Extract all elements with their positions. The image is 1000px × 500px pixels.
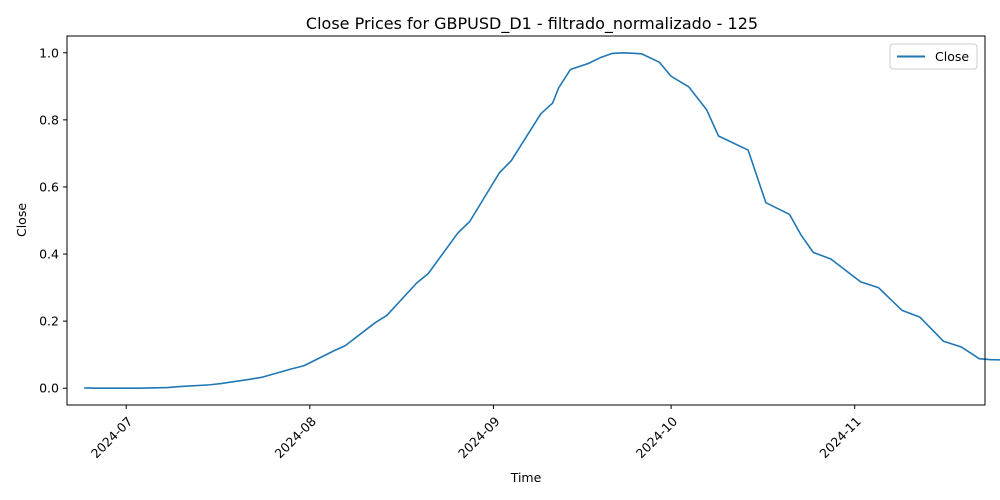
y-axis: 0.0 0.2 0.4 0.6 0.8 1.0 bbox=[39, 45, 67, 396]
y-axis-label: Close bbox=[14, 203, 29, 237]
series-layer bbox=[83, 51, 1000, 390]
chart-title: Close Prices for GBPUSD_D1 - filtrado_no… bbox=[306, 14, 758, 34]
legend-box bbox=[889, 43, 978, 70]
y-tick-label: 0.6 bbox=[39, 179, 59, 194]
y-tick-label: 0.4 bbox=[39, 247, 59, 262]
legend: Close bbox=[889, 43, 978, 70]
x-axis-label: Time bbox=[510, 470, 542, 485]
axes-frame bbox=[66, 35, 986, 406]
y-tick-label: 0.8 bbox=[39, 112, 59, 127]
y-tick-label: 1.0 bbox=[39, 45, 59, 60]
y-tick-label: 0.0 bbox=[39, 381, 59, 396]
y-tick-label: 0.2 bbox=[39, 314, 59, 329]
series-line-close bbox=[83, 51, 1000, 390]
legend-label: Close bbox=[935, 49, 969, 64]
